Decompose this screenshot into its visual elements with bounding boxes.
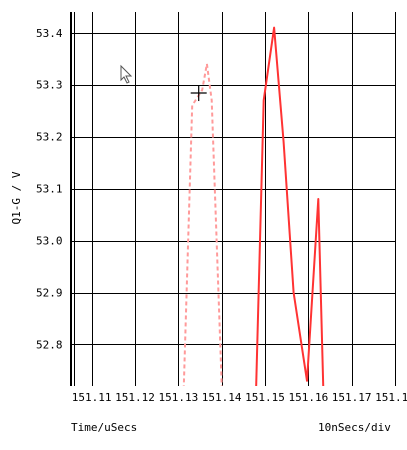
series-line-1 <box>182 62 223 386</box>
y-tick-label: 53.0 <box>36 235 63 248</box>
x-tick-label: 151.16 <box>288 391 328 404</box>
y-tick-label: 53.1 <box>36 183 63 196</box>
crosshair-icon <box>190 85 207 102</box>
y-tick-label: 52.8 <box>36 338 63 351</box>
series-layer <box>182 26 325 386</box>
x-tick-label: 151.17 <box>332 391 372 404</box>
mouse-pointer-icon <box>120 64 133 84</box>
y-tick-label: 52.9 <box>36 287 63 300</box>
x-tick-label: 151.18 <box>375 391 407 404</box>
y-tick-label: 53.4 <box>36 27 63 40</box>
x-tick-label: 151.14 <box>202 391 242 404</box>
x-tick-label: 151.15 <box>245 391 285 404</box>
y-tick-labels: 52.8 52.9 53.0 53.1 53.2 53.3 53.4 <box>36 27 63 352</box>
y-tick-label: 53.3 <box>36 79 63 92</box>
y-tick-label: 53.2 <box>36 131 63 144</box>
x-unit-label: Time/uSecs <box>71 421 138 434</box>
x-tick-label: 151.13 <box>158 391 198 404</box>
x-division-label: 10nSecs/div <box>318 421 391 434</box>
x-tick-label: 151.11 <box>72 391 112 404</box>
x-tick-labels: 151.11 151.12 151.13 151.14 151.15 151.16 151.… <box>72 391 407 404</box>
y-axis-label: Q1-G / V <box>10 171 23 224</box>
grid <box>70 12 396 386</box>
x-tick-label: 151.12 <box>115 391 155 404</box>
series-line-2 <box>255 26 325 386</box>
